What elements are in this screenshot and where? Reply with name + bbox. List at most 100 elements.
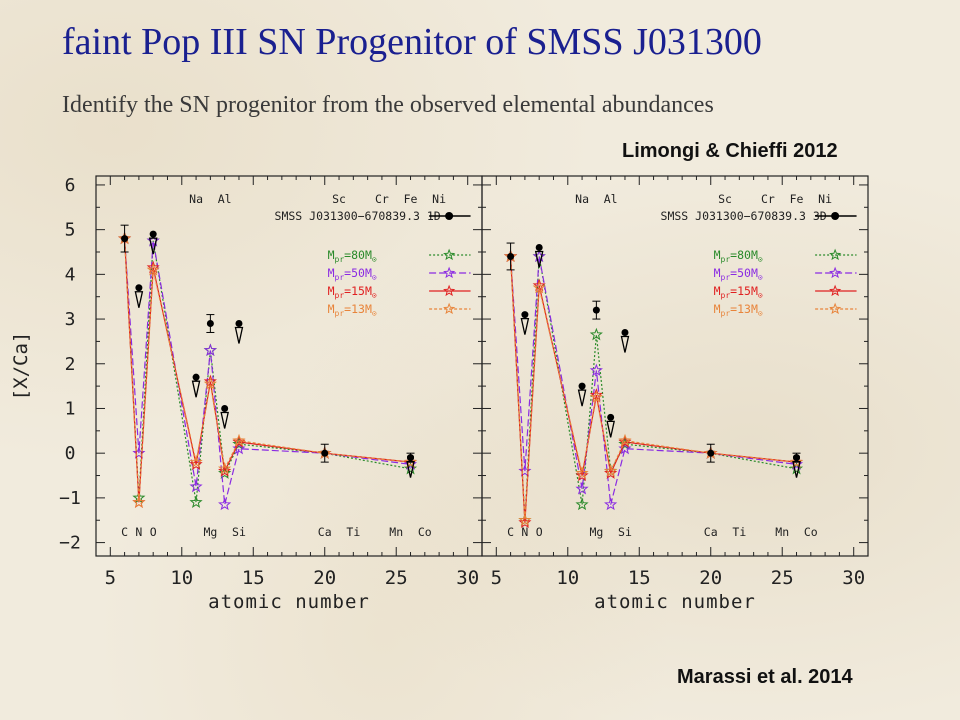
element-label-o: O	[536, 525, 543, 539]
x-tick-label: 15	[628, 567, 651, 589]
upper-limit-arrow	[520, 317, 530, 335]
upper-limit-arrow	[191, 380, 201, 398]
upper-limit-arrow	[134, 291, 144, 308]
element-label-mg: Mg	[589, 525, 603, 539]
element-label-ca: Ca	[704, 525, 718, 539]
x-tick-label: 30	[842, 567, 865, 589]
element-label-ni: Ni	[818, 192, 832, 206]
element-label-sc: Sc	[718, 192, 732, 206]
element-label-al: Al	[604, 192, 618, 206]
upper-limit-point	[221, 404, 229, 412]
legend-label: Mpr=13M⊙	[328, 302, 377, 318]
data-point-star	[203, 376, 217, 390]
series-line	[510, 256, 797, 505]
x-tick-label: 5	[105, 567, 116, 589]
data-point-star	[575, 481, 589, 495]
element-label-fe: Fe	[790, 192, 804, 206]
legend-star-marker	[829, 302, 842, 315]
series-line	[124, 238, 411, 503]
y-tick-label: 4	[65, 264, 76, 285]
x-tick-label: 5	[491, 567, 502, 589]
upper-limit-point	[149, 230, 157, 238]
upper-limit-arrow	[577, 389, 587, 407]
upper-limit-point	[407, 454, 415, 462]
data-point-star	[532, 280, 546, 294]
y-tick-label: 5	[65, 220, 76, 241]
panel-label: SMSS J031300−670839.3 3D	[661, 209, 827, 223]
upper-limit-point	[535, 244, 543, 252]
element-label-co: Co	[804, 525, 818, 539]
series-line	[510, 256, 797, 521]
data-point-star	[218, 466, 232, 479]
x-tick-label: 25	[385, 567, 408, 589]
data-point-star	[618, 441, 632, 455]
series-line	[124, 238, 411, 505]
legend-label: Mpr=80M⊙	[714, 248, 763, 264]
x-tick-label: 30	[456, 567, 479, 589]
data-point-star	[217, 461, 232, 475]
data-point-star	[403, 455, 418, 468]
data-point-star	[218, 497, 232, 511]
data-point-star	[589, 327, 603, 341]
y-tick-label: 1	[65, 398, 76, 419]
series-line	[510, 256, 797, 521]
x-tick-label: 25	[771, 567, 794, 589]
data-point-star	[604, 497, 618, 511]
legend-star-marker	[829, 266, 842, 279]
data-point-star	[589, 388, 603, 401]
data-point-star	[189, 455, 203, 468]
element-label-ti: Ti	[732, 525, 746, 539]
element-label-fe: Fe	[404, 192, 418, 206]
upper-limit-point	[235, 320, 243, 328]
plot-frame	[481, 175, 869, 557]
legend-label: Mpr=50M⊙	[714, 266, 763, 282]
data-point-star	[589, 390, 603, 403]
data-point-star	[132, 446, 146, 459]
legend-label: Mpr=50M⊙	[328, 266, 377, 282]
upper-limit-arrow	[406, 460, 415, 478]
legend-label: Mpr=15M⊙	[714, 284, 763, 300]
legend-label: Mpr=13M⊙	[714, 302, 763, 318]
data-point-star	[518, 464, 532, 477]
element-label-mn: Mn	[775, 525, 789, 539]
upper-limit-arrow	[148, 237, 158, 255]
upper-limit-arrow	[220, 411, 229, 429]
observed-point	[592, 306, 600, 314]
data-point-star	[575, 497, 589, 511]
data-point-star	[132, 495, 146, 508]
legend-star-marker	[829, 248, 842, 261]
observed-point	[321, 449, 329, 457]
legend-observed-marker	[445, 212, 454, 220]
data-point-star	[189, 479, 203, 493]
legend-observed-marker	[831, 212, 840, 220]
slide-title: faint Pop III SN Progenitor of SMSS J031…	[62, 21, 762, 63]
observed-point	[707, 449, 715, 457]
y-tick-label: −1	[59, 488, 81, 509]
y-tick-label: 2	[65, 354, 76, 375]
element-label-mg: Mg	[203, 525, 217, 539]
upper-limit-point	[578, 382, 586, 390]
data-point-star	[203, 374, 217, 388]
data-point-star	[232, 433, 246, 447]
element-label-c: C	[507, 525, 514, 539]
upper-limit-point	[135, 284, 143, 292]
element-label-cr: Cr	[761, 192, 775, 206]
element-label-ni: Ni	[432, 192, 446, 206]
panel-label: SMSS J031300−670839.3 1D	[275, 209, 441, 223]
element-label-mn: Mn	[389, 525, 403, 539]
upper-limit-point	[607, 413, 615, 421]
x-tick-label: 15	[242, 567, 265, 589]
legend-star-marker	[443, 302, 456, 315]
credit-marassi: Marassi et al. 2014	[677, 666, 853, 688]
data-point-star	[604, 464, 618, 477]
legend-star-marker	[829, 284, 842, 297]
data-point-star	[232, 441, 246, 455]
y-tick-label: 0	[65, 443, 76, 464]
chart-panel-1: 5 10 15 20 25 30 −2 −1 0 1 2 3 4 5 6 atomic number [X/Ca…	[10, 175, 483, 613]
legend-label: Mpr=15M⊙	[328, 284, 377, 300]
upper-limit-arrow	[792, 460, 801, 478]
series-3	[504, 249, 804, 526]
data-point-star	[575, 466, 589, 479]
upper-limit-arrow	[234, 326, 244, 344]
